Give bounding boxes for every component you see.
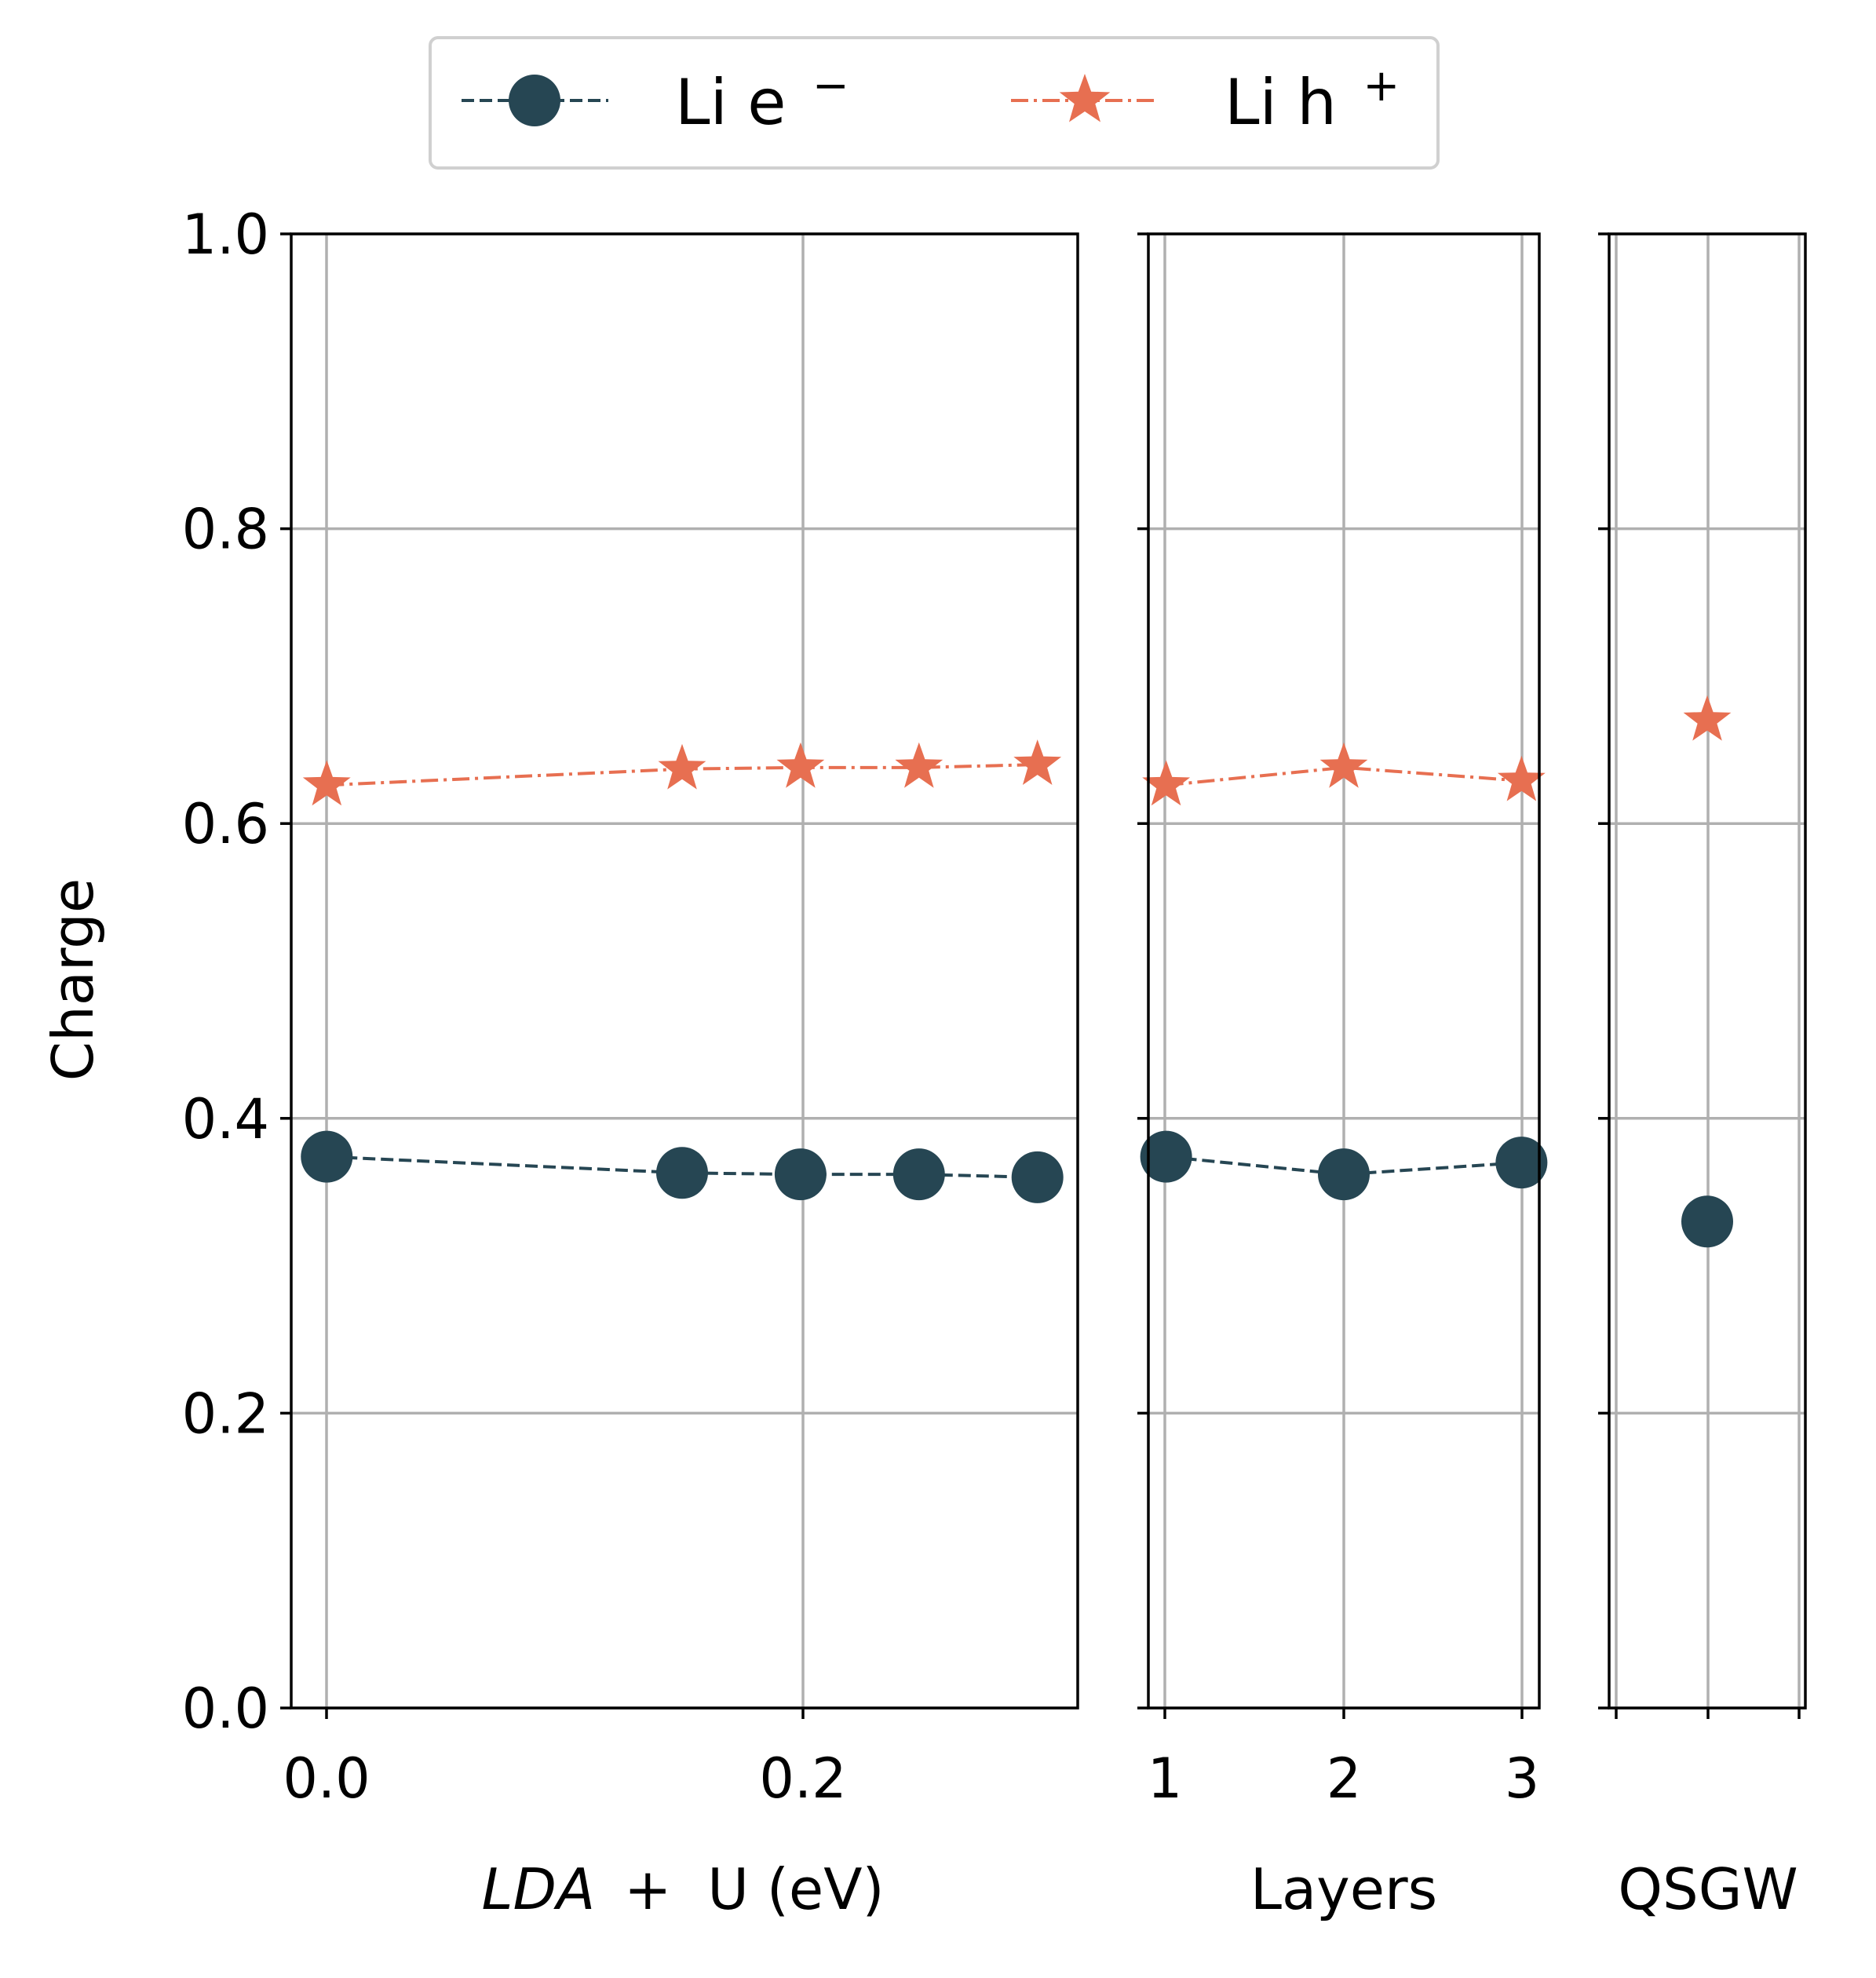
hole-point bbox=[1013, 739, 1062, 785]
legend: Li e − Li h + bbox=[429, 36, 1440, 170]
svg-text:Li e −: Li e − bbox=[675, 60, 849, 139]
electron-point bbox=[301, 1130, 353, 1183]
electron-series-line bbox=[1166, 1155, 1522, 1177]
x-axis-title-rest: + U (eV) bbox=[624, 1856, 884, 1922]
electron-point bbox=[892, 1148, 945, 1201]
x-axis-title-layers: Layers bbox=[1250, 1856, 1437, 1922]
panel-qsgw-grid bbox=[1609, 232, 1805, 1710]
legend-electron-sup: − bbox=[812, 60, 849, 111]
electron-point bbox=[1318, 1148, 1370, 1201]
panel-layers-marks bbox=[1140, 742, 1548, 1201]
hole-point bbox=[895, 742, 943, 788]
electron-point bbox=[1011, 1151, 1064, 1203]
y-tick-label: 0.2 bbox=[182, 1381, 269, 1446]
hole-point bbox=[1683, 695, 1732, 741]
hole-point bbox=[658, 743, 706, 790]
electron-point bbox=[1140, 1130, 1192, 1183]
x-axis-title-italic: LDA bbox=[481, 1856, 595, 1922]
panel-lda-u-ticks bbox=[280, 232, 805, 1719]
y-tick-label: 0.8 bbox=[182, 498, 269, 562]
y-tick-labels: 0.0 0.2 0.4 0.6 0.8 1.0 bbox=[182, 203, 269, 1741]
hole-point bbox=[1142, 760, 1191, 806]
panel-layers-grid bbox=[1148, 232, 1539, 1710]
x-tick-label: 1 bbox=[1148, 1746, 1183, 1811]
y-tick-label: 0.0 bbox=[182, 1677, 269, 1741]
hole-point bbox=[776, 742, 825, 788]
legend-electron-label: Li e bbox=[675, 66, 786, 139]
hole-series-line bbox=[1166, 765, 1522, 787]
x-tick-label: 3 bbox=[1505, 1746, 1540, 1811]
panel-lda-u-x-tick-labels: 0.0 0.2 bbox=[283, 1746, 846, 1811]
x-tick-label: 2 bbox=[1327, 1746, 1362, 1811]
electron-point bbox=[774, 1148, 827, 1201]
legend-hole-marker bbox=[1059, 74, 1111, 122]
hole-point bbox=[1497, 755, 1546, 801]
x-axis-title-qsgw: QSGW bbox=[1618, 1856, 1798, 1922]
electron-point bbox=[1681, 1195, 1733, 1248]
legend-frame bbox=[429, 36, 1440, 170]
panel-lda-u-marks bbox=[301, 739, 1064, 1203]
panel-layers: 1 2 3 Layers bbox=[1137, 232, 1548, 1922]
panel-layers-x-tick-labels: 1 2 3 bbox=[1148, 1746, 1540, 1811]
panel-lda-u-frame bbox=[290, 232, 1079, 1710]
hole-point bbox=[302, 760, 351, 806]
panel-lda-u-lines bbox=[327, 763, 1038, 1179]
x-tick-label: 0.2 bbox=[759, 1746, 846, 1811]
legend-electron-marker bbox=[509, 75, 560, 126]
panel-qsgw: QSGW bbox=[1598, 232, 1807, 1922]
panel-qsgw-marks bbox=[1681, 695, 1733, 1248]
legend-hole-label: Li h bbox=[1225, 66, 1337, 139]
legend-entry-hole: Li h + bbox=[1011, 60, 1400, 139]
y-tick-label: 0.4 bbox=[182, 1087, 269, 1151]
panel-qsgw-ticks bbox=[1598, 232, 1801, 1719]
panel-lda-u: 0.0 0.2 0.4 0.6 0.8 1.0 0.0 0.2 Charge LDA + U… bbox=[40, 203, 1079, 1922]
legend-hole-sup: + bbox=[1363, 60, 1400, 111]
y-tick-label: 0.6 bbox=[182, 792, 269, 856]
legend-entry-electron: Li e − bbox=[462, 60, 849, 139]
electron-point bbox=[1495, 1137, 1548, 1189]
x-axis-title-lda-u: LDA + U (eV) bbox=[481, 1856, 884, 1922]
svg-text:Li h +: Li h + bbox=[1225, 60, 1400, 139]
y-tick-label: 1.0 bbox=[182, 203, 269, 267]
panel-lda-u-grid bbox=[291, 232, 1078, 1710]
panel-layers-ticks bbox=[1137, 232, 1524, 1719]
panel-layers-lines bbox=[1166, 765, 1522, 1177]
x-tick-label: 0.0 bbox=[283, 1746, 370, 1811]
hole-point bbox=[1319, 742, 1368, 788]
electron-point bbox=[655, 1147, 708, 1199]
y-axis-title: Charge bbox=[40, 878, 106, 1081]
